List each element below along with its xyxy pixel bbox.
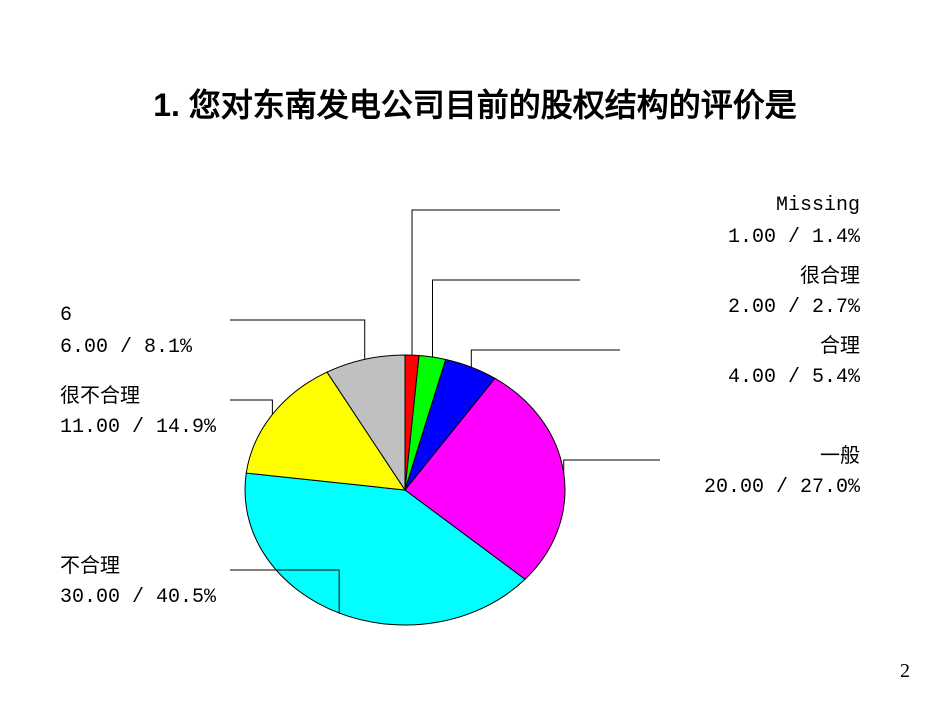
label-name: 不合理 — [60, 550, 216, 582]
slice-very_ok — [405, 356, 446, 490]
label-normal: 一般20.00 / 27.0% — [704, 440, 860, 504]
leader-bad — [230, 570, 339, 613]
label-very_ok: 很合理2.00 / 2.7% — [728, 260, 860, 324]
label-value: 4.00 / 5.4% — [728, 362, 860, 394]
label-missing: Missing1.00 / 1.4% — [728, 190, 860, 254]
label-name: 很不合理 — [60, 380, 216, 412]
leader-very_bad — [230, 400, 272, 414]
label-name: 6 — [60, 300, 192, 332]
label-value: 30.00 / 40.5% — [60, 582, 216, 614]
page-number: 2 — [900, 660, 910, 683]
slice-missing — [405, 355, 419, 490]
leader-very_ok — [433, 280, 580, 357]
leader-six — [230, 320, 365, 359]
label-value: 6.00 / 8.1% — [60, 332, 192, 364]
label-name: Missing — [728, 190, 860, 222]
label-very_bad: 很不合理11.00 / 14.9% — [60, 380, 216, 444]
slice-bad — [245, 473, 525, 625]
label-value: 20.00 / 27.0% — [704, 472, 860, 504]
label-bad: 不合理30.00 / 40.5% — [60, 550, 216, 614]
label-value: 1.00 / 1.4% — [728, 222, 860, 254]
slice-very_bad — [246, 372, 405, 490]
label-six: 66.00 / 8.1% — [60, 300, 192, 364]
leader-missing — [412, 210, 560, 355]
label-value: 11.00 / 14.9% — [60, 412, 216, 444]
leader-ok — [471, 350, 620, 367]
leader-normal — [564, 460, 660, 473]
page-title: 1. 您对东南发电公司目前的股权结构的评价是 — [0, 80, 950, 126]
label-name: 一般 — [704, 440, 860, 472]
label-value: 2.00 / 2.7% — [728, 292, 860, 324]
label-name: 很合理 — [728, 260, 860, 292]
slice-ok — [405, 359, 495, 490]
label-ok: 合理4.00 / 5.4% — [728, 330, 860, 394]
slice-six — [327, 355, 405, 490]
label-name: 合理 — [728, 330, 860, 362]
slice-normal — [405, 378, 565, 579]
